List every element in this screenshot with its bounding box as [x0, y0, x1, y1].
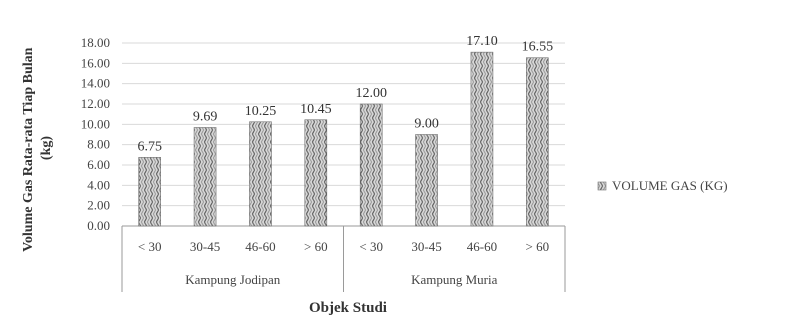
y-tick-label: 10.00	[81, 116, 110, 131]
y-tick-label: 12.00	[81, 96, 110, 111]
x-group-labels: Kampung Jodipan Kampung Muria	[185, 272, 497, 287]
bar	[304, 119, 328, 227]
y-tick-label: 6.00	[87, 157, 110, 172]
x-category-label: 46-60	[245, 239, 275, 254]
data-label: 6.75	[137, 139, 162, 154]
x-category-label: < 30	[359, 239, 383, 254]
y-tick-label: 18.00	[81, 35, 110, 50]
data-label: 9.69	[193, 109, 218, 124]
y-tick-label: 4.00	[87, 177, 110, 192]
data-label: 12.00	[355, 86, 387, 101]
x-category-label: 30-45	[411, 239, 441, 254]
data-label: 17.10	[466, 34, 498, 49]
y-axis-label: Volume Gas Rata-rata Tiap Bulan (kg)	[21, 44, 54, 252]
y-tick-label: 8.00	[87, 137, 110, 152]
y-tick-label: 0.00	[87, 218, 110, 233]
bar	[470, 51, 494, 227]
legend-label: VOLUME GAS (KG)	[612, 178, 728, 193]
bar	[193, 127, 217, 227]
data-label: 10.25	[245, 104, 277, 119]
x-category-label: > 60	[526, 239, 550, 254]
x-category-label: < 30	[138, 239, 162, 254]
y-tick-label: 14.00	[81, 76, 110, 91]
x-category-label: 30-45	[190, 239, 220, 254]
bar	[415, 134, 438, 227]
bar	[249, 121, 272, 227]
bar	[526, 57, 549, 227]
x-category-labels: < 30 30-45 46-60 > 60 < 30 30-45 46-60 > 60	[138, 239, 549, 254]
y-tick-label: 16.00	[81, 55, 110, 70]
bar	[138, 157, 161, 227]
y-tick-labels: 0.00 2.00 4.00 6.00 8.00 10.00 12.00 14.00 16.00…	[81, 35, 110, 233]
x-category-label: > 60	[304, 239, 328, 254]
x-group-label: Kampung Muria	[411, 272, 498, 287]
data-label: 9.00	[414, 117, 439, 132]
data-label: 10.45	[300, 102, 332, 117]
bars	[138, 51, 549, 227]
legend: VOLUME GAS (KG)	[597, 178, 728, 193]
data-labels: 6.75 9.69 10.25 10.45 12.00 9.00 17.10 16.55	[137, 34, 553, 154]
bar	[359, 103, 383, 227]
x-category-label: 46-60	[467, 239, 497, 254]
y-tick-label: 2.00	[87, 198, 110, 213]
x-group-label: Kampung Jodipan	[185, 272, 280, 287]
x-axis-label: Objek Studi	[309, 300, 387, 316]
grid-lines	[122, 42, 565, 207]
legend-swatch	[597, 181, 607, 191]
data-label: 16.55	[522, 40, 554, 55]
